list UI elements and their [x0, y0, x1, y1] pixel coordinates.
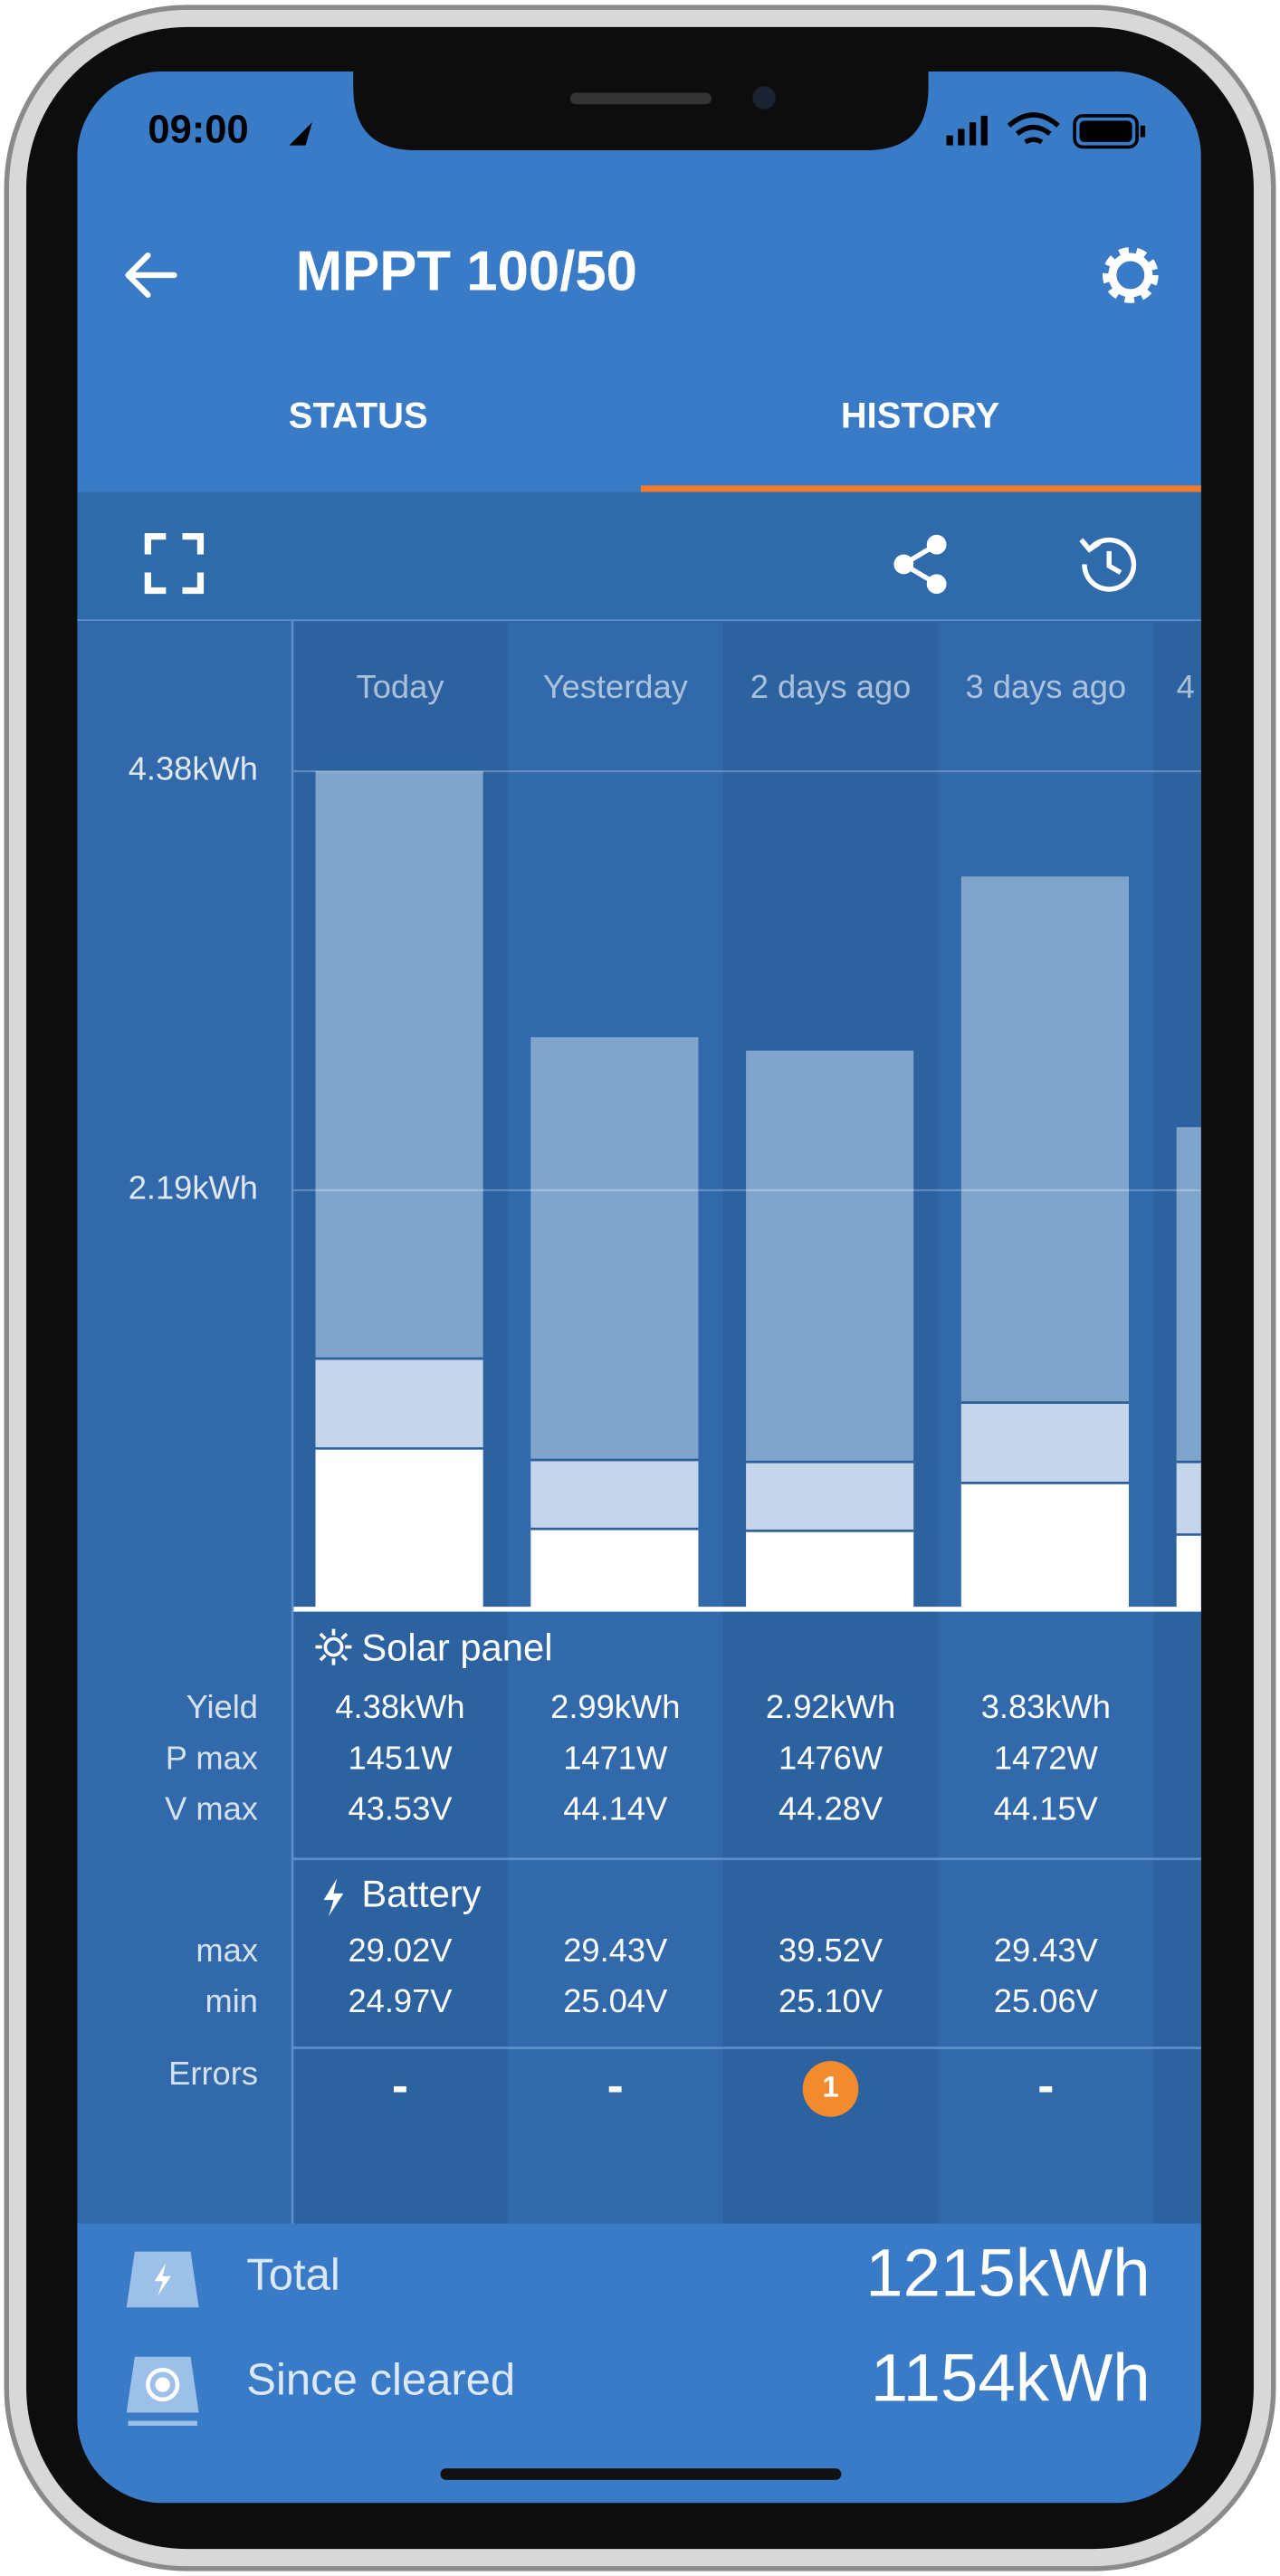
total-label: Since cleared — [246, 2356, 515, 2405]
cell-value: 44.14V — [563, 1790, 668, 1827]
x-tick-label: Today — [357, 668, 445, 705]
bar-segment — [960, 1483, 1130, 1609]
fullscreen-button[interactable] — [144, 532, 205, 595]
tab-active[interactable]: HISTORY — [841, 396, 999, 435]
x-tick-label: Yesterday — [543, 668, 689, 705]
cell-value: 39.52V — [779, 1932, 884, 1969]
camera — [752, 86, 776, 110]
sun-icon — [315, 1628, 352, 1665]
toolbar — [77, 491, 1201, 621]
row-label: Errors — [168, 2055, 258, 2092]
row-label: V max — [165, 1790, 258, 1827]
error-none: - — [607, 2057, 624, 2113]
wifi-icon — [1007, 112, 1060, 145]
cell-value: 1476W — [779, 1739, 884, 1776]
error-none: - — [392, 2057, 408, 2113]
bar-segment — [960, 1402, 1130, 1484]
since-cleared-icon-base — [128, 2420, 197, 2426]
bar-segment — [1176, 1462, 1201, 1535]
cell-value: 29.02V — [348, 1932, 453, 1969]
total-value: 1215kWh — [865, 2235, 1150, 2310]
tab-indicator — [640, 485, 1201, 492]
status-time: 09:00 — [148, 109, 248, 152]
cell-value: 29.43V — [994, 1932, 1099, 1969]
error-badge — [802, 2061, 859, 2117]
bar-segment — [315, 1358, 483, 1449]
y-tick-label: 2.19kWh — [129, 1169, 258, 1207]
error-count: 1 — [822, 2070, 838, 2104]
speaker — [569, 92, 712, 105]
cell-value: 43.53V — [348, 1790, 453, 1827]
row-label: min — [205, 1982, 258, 2019]
bar-segment — [746, 1462, 914, 1531]
screen: 09:00 MPPT 100/50 STATUS HISTORY — [77, 71, 1201, 2504]
cell-value: 1471W — [563, 1739, 668, 1776]
bar-segment — [315, 1448, 483, 1609]
x-tick-label: 3 days ago — [966, 668, 1127, 705]
x-tick-label: 4 — [1177, 668, 1195, 705]
bar-segment — [960, 876, 1130, 1403]
bar-segment — [746, 1050, 914, 1463]
cell-value: 29.43V — [563, 1932, 668, 1969]
total-icon-bolt — [154, 2263, 171, 2296]
cell-value: 2.99kWh — [550, 1688, 680, 1725]
battery-level — [1079, 120, 1132, 142]
header-title: MPPT 100/50 — [296, 240, 637, 302]
chart: Today Yesterday 2 days ago 3 days ago 4 2.19k… — [129, 668, 1201, 1612]
history-button[interactable] — [1079, 537, 1137, 592]
bar-segment — [1176, 1127, 1201, 1463]
cell-value: 24.97V — [348, 1982, 453, 2019]
bar-segment — [530, 1460, 699, 1530]
row-label: Yield — [186, 1688, 258, 1725]
battery-icon — [1073, 114, 1139, 149]
home-indicator — [440, 2468, 842, 2480]
settings-button[interactable] — [1102, 247, 1159, 303]
since-cleared-icon-dot — [155, 2377, 170, 2392]
section-title: Battery — [361, 1873, 481, 1915]
cell-value: 25.04V — [563, 1982, 668, 2019]
tab[interactable]: STATUS — [289, 396, 428, 435]
bar-segment — [315, 771, 483, 1359]
cell-value: 1472W — [994, 1739, 1099, 1776]
since-cleared-icon-ring — [146, 2368, 180, 2402]
section-title: Solar panel — [361, 1626, 552, 1668]
cell-value: 1451W — [348, 1739, 453, 1776]
cell-value: 44.15V — [994, 1790, 1099, 1827]
row-label: P max — [166, 1739, 258, 1776]
y-tick-label: 4.38kWh — [129, 750, 258, 787]
cell-value: 25.06V — [994, 1982, 1099, 2019]
bolt-icon — [323, 1878, 344, 1917]
back-button[interactable] — [125, 253, 177, 298]
x-tick-label: 2 days ago — [750, 668, 912, 705]
total-label: Total — [246, 2251, 340, 2300]
error-none: - — [1037, 2057, 1054, 2113]
bar-segment — [530, 1529, 699, 1609]
battery-tip — [1140, 125, 1146, 138]
total-value: 1154kWh — [871, 2340, 1151, 2415]
cell-value: 25.10V — [779, 1982, 884, 2019]
row-label: max — [196, 1932, 258, 1969]
cell-value: 44.28V — [779, 1790, 884, 1827]
notch — [353, 71, 929, 151]
bar-segment — [530, 1036, 699, 1461]
share-button[interactable] — [893, 534, 947, 595]
cell-value: 4.38kWh — [335, 1688, 464, 1725]
totals-panel — [77, 2223, 1201, 2504]
bars: Today Yesterday 2 days ago 3 days ago 4 — [315, 668, 1201, 1609]
cell-value: 2.92kWh — [766, 1688, 895, 1725]
cell-value: 3.83kWh — [981, 1688, 1111, 1725]
bar-segment — [746, 1531, 914, 1609]
bar-segment — [1176, 1534, 1201, 1609]
signal-icon — [946, 115, 988, 146]
